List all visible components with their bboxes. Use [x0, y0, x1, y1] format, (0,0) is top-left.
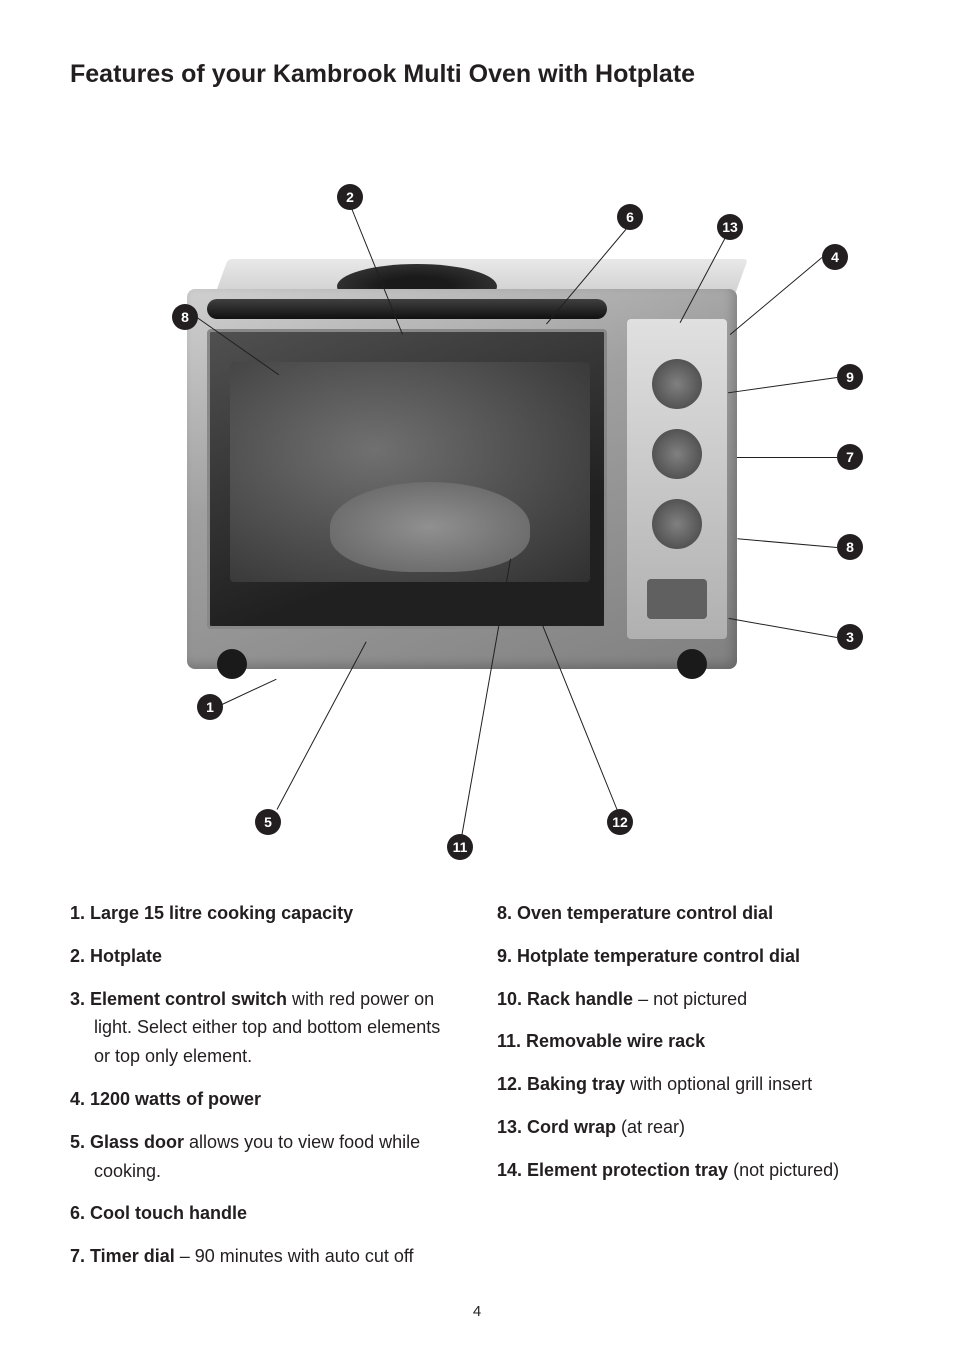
feature-item-bold: 10. Rack handle	[497, 989, 633, 1009]
food-illustration	[330, 482, 530, 572]
door-handle	[207, 299, 607, 319]
oven-body	[187, 289, 737, 669]
feature-item: 5. Glass door allows you to view food wh…	[70, 1128, 457, 1186]
features-columns: 1. Large 15 litre cooking capacity 2. Hot…	[70, 899, 884, 1285]
feature-item: 2. Hotplate	[70, 942, 457, 971]
oven-foot	[217, 649, 247, 679]
callout-badge: 2	[337, 184, 363, 210]
feature-item-bold: 4. 1200 watts of power	[70, 1089, 261, 1109]
callout-badge: 1	[197, 694, 223, 720]
control-dial	[652, 499, 702, 549]
feature-item-text: (at rear)	[616, 1117, 685, 1137]
leader-line	[729, 618, 838, 638]
control-panel	[627, 319, 727, 639]
feature-item: 4. 1200 watts of power	[70, 1085, 457, 1114]
callout-badge: 6	[617, 204, 643, 230]
feature-item: 3. Element control switch with red power…	[70, 985, 457, 1071]
callout-badge: 3	[837, 624, 863, 650]
feature-item: 7. Timer dial – 90 minutes with auto cut…	[70, 1242, 457, 1271]
control-dial	[652, 429, 702, 479]
feature-item-bold: 11. Removable wire rack	[497, 1031, 705, 1051]
feature-item-bold: 9. Hotplate temperature control dial	[497, 946, 800, 966]
leader-line	[728, 377, 837, 393]
feature-item: 12. Baking tray with optional grill inse…	[497, 1070, 884, 1099]
control-dial	[652, 359, 702, 409]
callout-badge: 7	[837, 444, 863, 470]
feature-item-text: – not pictured	[633, 989, 747, 1009]
page-title: Features of your Kambrook Multi Oven wit…	[70, 60, 884, 89]
features-right-column: 8. Oven temperature control dial 9. Hotpl…	[497, 899, 884, 1285]
feature-item-bold: 1. Large 15 litre cooking capacity	[70, 903, 353, 923]
feature-item-text: – 90 minutes with auto cut off	[175, 1246, 414, 1266]
callout-badge: 9	[837, 364, 863, 390]
callout-badge: 11	[447, 834, 473, 860]
callout-badge: 4	[822, 244, 848, 270]
page-number: 4	[473, 1303, 481, 1320]
callout-badge: 8	[837, 534, 863, 560]
feature-item-bold: 14. Element protection tray	[497, 1160, 728, 1180]
feature-item-bold: 7. Timer dial	[70, 1246, 175, 1266]
feature-item-bold: 6. Cool touch handle	[70, 1203, 247, 1223]
feature-item-bold: 12. Baking tray	[497, 1074, 625, 1094]
feature-item: 6. Cool touch handle	[70, 1199, 457, 1228]
callout-badge: 13	[717, 214, 743, 240]
feature-item: 1. Large 15 litre cooking capacity	[70, 899, 457, 928]
feature-item: 9. Hotplate temperature control dial	[497, 942, 884, 971]
glass-window	[230, 362, 590, 582]
feature-item-bold: 13. Cord wrap	[497, 1117, 616, 1137]
feature-item-text: with optional grill insert	[625, 1074, 812, 1094]
product-diagram: 2613489783151112	[97, 139, 857, 859]
feature-item-bold: 8. Oven temperature control dial	[497, 903, 773, 923]
oven-door	[207, 329, 607, 629]
element-switch	[647, 579, 707, 619]
feature-item: 13. Cord wrap (at rear)	[497, 1113, 884, 1142]
feature-item-bold: 5. Glass door	[70, 1132, 184, 1152]
feature-item: 8. Oven temperature control dial	[497, 899, 884, 928]
callout-badge: 8	[172, 304, 198, 330]
feature-item: 11. Removable wire rack	[497, 1027, 884, 1056]
feature-item-bold: 3. Element control switch	[70, 989, 287, 1009]
oven-foot	[677, 649, 707, 679]
leader-line	[737, 538, 837, 548]
feature-item: 10. Rack handle – not pictured	[497, 985, 884, 1014]
feature-item-text: (not pictured)	[728, 1160, 839, 1180]
feature-item-bold: 2. Hotplate	[70, 946, 162, 966]
oven-illustration	[187, 289, 737, 709]
feature-item: 14. Element protection tray (not picture…	[497, 1156, 884, 1185]
leader-line	[737, 457, 837, 458]
callout-badge: 12	[607, 809, 633, 835]
features-left-column: 1. Large 15 litre cooking capacity 2. Hot…	[70, 899, 457, 1285]
callout-badge: 5	[255, 809, 281, 835]
